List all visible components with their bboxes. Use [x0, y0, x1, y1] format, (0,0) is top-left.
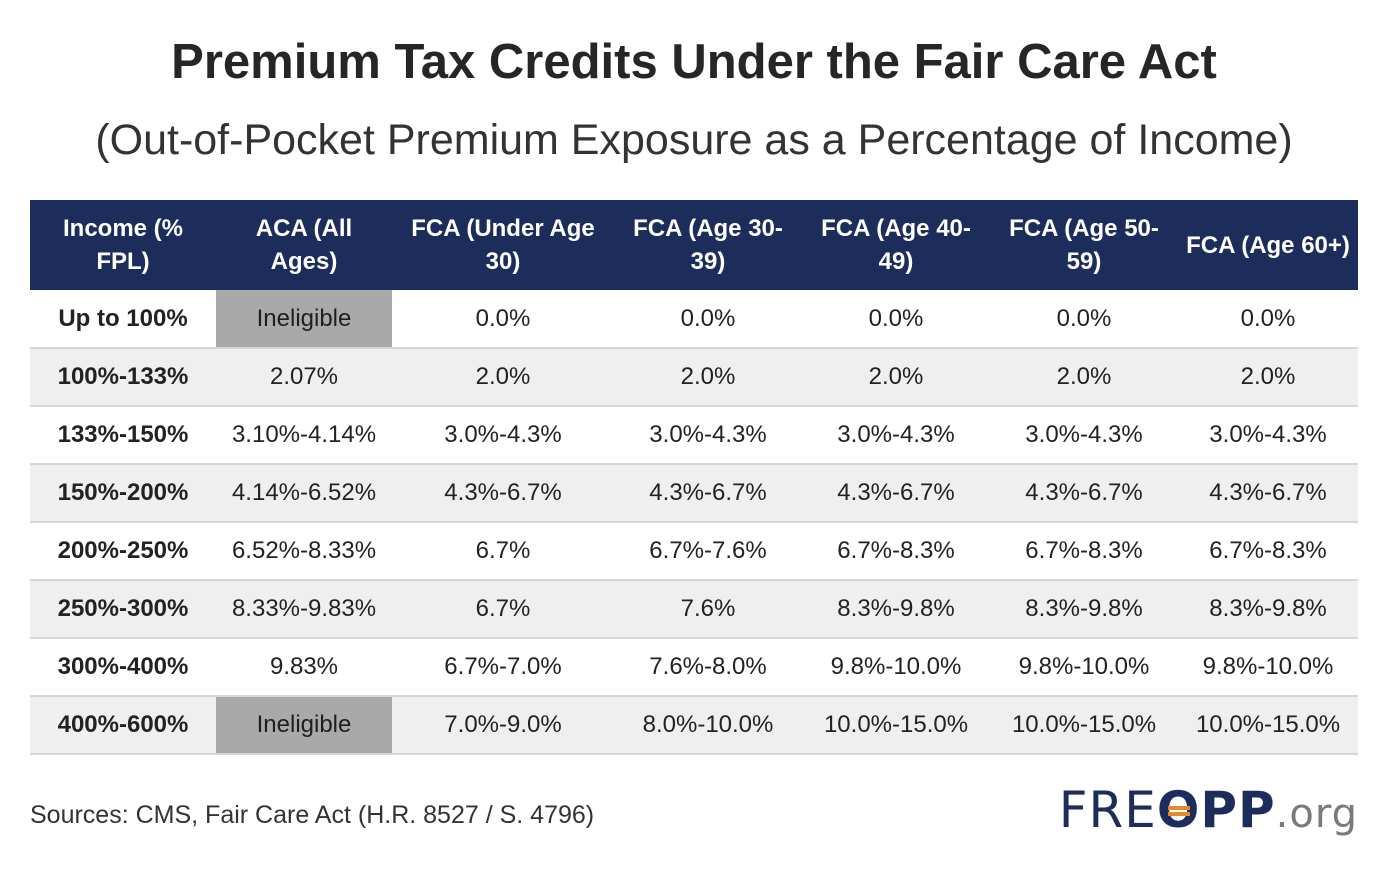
table-row: 100%-133% 2.07% 2.0% 2.0% 2.0% 2.0% 2.0% [30, 348, 1358, 407]
table-cell: 0.0% [802, 290, 990, 349]
table-row: 200%-250% 6.52%-8.33% 6.7% 6.7%-7.6% 6.7… [30, 522, 1358, 581]
table-cell: 6.7% [392, 580, 614, 639]
row-label: Up to 100% [30, 290, 216, 349]
logo-text-org: .org [1275, 791, 1358, 837]
table-cell: 4.14%-6.52% [216, 464, 392, 523]
table-cell: 9.8%-10.0% [802, 638, 990, 697]
chart-title: Premium Tax Credits Under the Fair Care … [171, 35, 1217, 89]
table-cell: 0.0% [1178, 290, 1358, 349]
table-cell: 2.07% [216, 348, 392, 407]
table-cell: 8.3%-9.8% [990, 580, 1178, 639]
table-cell: 6.7% [392, 522, 614, 581]
table-cell: 9.83% [216, 638, 392, 697]
table-cell: 3.0%-4.3% [392, 406, 614, 465]
header-fca-40-49: FCA (Age 40-49) [802, 200, 990, 290]
table-cell: 4.3%-6.7% [802, 464, 990, 523]
table-cell: 4.3%-6.7% [990, 464, 1178, 523]
table-row: 150%-200% 4.14%-6.52% 4.3%-6.7% 4.3%-6.7… [30, 464, 1358, 523]
table-cell: 0.0% [990, 290, 1178, 349]
row-label: 400%-600% [30, 696, 216, 755]
table-cell: 9.8%-10.0% [1178, 638, 1358, 697]
header-fca-50-59: FCA (Age 50-59) [990, 200, 1178, 290]
table-cell: 2.0% [1178, 348, 1358, 407]
table-cell: 10.0%-15.0% [802, 696, 990, 755]
equals-icon [1167, 806, 1190, 818]
logo-text-pp: PP [1200, 781, 1276, 839]
logo-o-mark: O [1157, 780, 1201, 840]
row-label: 200%-250% [30, 522, 216, 581]
header-row: Income (% FPL) ACA (All Ages) FCA (Under… [30, 200, 1358, 290]
row-label: 250%-300% [30, 580, 216, 639]
table-row: 300%-400% 9.83% 6.7%-7.0% 7.6%-8.0% 9.8%… [30, 638, 1358, 697]
table-cell: 2.0% [392, 348, 614, 407]
ineligible-cell: Ineligible [216, 290, 392, 349]
source-note: Sources: CMS, Fair Care Act (H.R. 8527 /… [30, 801, 595, 829]
table-cell: 7.6% [614, 580, 802, 639]
table-cell: 4.3%-6.7% [1178, 464, 1358, 523]
row-label: 300%-400% [30, 638, 216, 697]
table-cell: 3.0%-4.3% [990, 406, 1178, 465]
table-cell: 10.0%-15.0% [1178, 696, 1358, 755]
table-cell: 3.0%-4.3% [1178, 406, 1358, 465]
table-cell: 6.7%-8.3% [802, 522, 990, 581]
logo-text-fre: FRE [1058, 781, 1157, 839]
chart-subtitle: (Out-of-Pocket Premium Exposure as a Per… [95, 116, 1293, 164]
table-row: Up to 100% Ineligible 0.0% 0.0% 0.0% 0.0… [30, 290, 1358, 349]
table-cell: 0.0% [614, 290, 802, 349]
table-cell: 8.3%-9.8% [802, 580, 990, 639]
table-cell: 4.3%-6.7% [392, 464, 614, 523]
header-fca-30-39: FCA (Age 30-39) [614, 200, 802, 290]
table-cell: 8.0%-10.0% [614, 696, 802, 755]
row-label: 150%-200% [30, 464, 216, 523]
premium-table: Income (% FPL) ACA (All Ages) FCA (Under… [30, 200, 1358, 755]
table-cell: 2.0% [802, 348, 990, 407]
table-cell: 4.3%-6.7% [614, 464, 802, 523]
header-fca-under-30: FCA (Under Age 30) [392, 200, 614, 290]
table-cell: 0.0% [392, 290, 614, 349]
table-cell: 6.52%-8.33% [216, 522, 392, 581]
header-income: Income (% FPL) [30, 200, 216, 290]
header-aca-all-ages: ACA (All Ages) [216, 200, 392, 290]
table-cell: 2.0% [614, 348, 802, 407]
row-label: 100%-133% [30, 348, 216, 407]
table-cell: 8.33%-9.83% [216, 580, 392, 639]
ineligible-cell: Ineligible [216, 696, 392, 755]
table-cell: 7.6%-8.0% [614, 638, 802, 697]
table-row: 400%-600% Ineligible 7.0%-9.0% 8.0%-10.0… [30, 696, 1358, 755]
table-cell: 6.7%-8.3% [990, 522, 1178, 581]
freopp-logo: FREO PP.org [1059, 780, 1358, 844]
row-label: 133%-150% [30, 406, 216, 465]
logo-text-o: O [1156, 781, 1201, 839]
table-cell: 2.0% [990, 348, 1178, 407]
table-cell: 3.10%-4.14% [216, 406, 392, 465]
table-cell: 3.0%-4.3% [614, 406, 802, 465]
table-cell: 3.0%-4.3% [802, 406, 990, 465]
table-cell: 8.3%-9.8% [1178, 580, 1358, 639]
table-cell: 6.7%-8.3% [1178, 522, 1358, 581]
table-cell: 6.7%-7.6% [614, 522, 802, 581]
table-cell: 7.0%-9.0% [392, 696, 614, 755]
table-row: 250%-300% 8.33%-9.83% 6.7% 7.6% 8.3%-9.8… [30, 580, 1358, 639]
table-cell: 9.8%-10.0% [990, 638, 1178, 697]
table-cell: 10.0%-15.0% [990, 696, 1178, 755]
table-cell: 6.7%-7.0% [392, 638, 614, 697]
header-fca-60-plus: FCA (Age 60+) [1178, 200, 1358, 290]
table-row: 133%-150% 3.10%-4.14% 3.0%-4.3% 3.0%-4.3… [30, 406, 1358, 465]
